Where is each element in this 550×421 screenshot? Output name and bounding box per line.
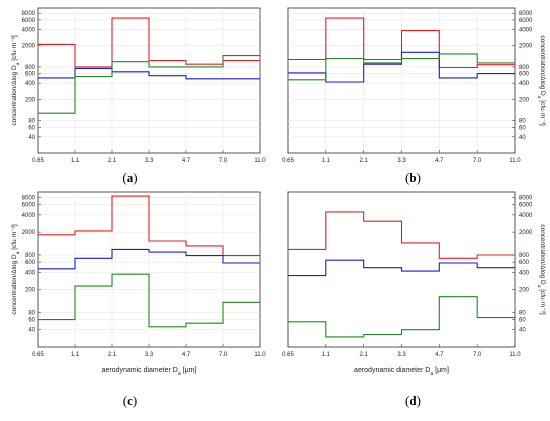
y-tick-label: 2000 — [22, 230, 36, 236]
x-tick-label: 7.0 — [473, 158, 482, 164]
x-tick-label: 0.65 — [32, 158, 44, 164]
x-tick-label: 3.3 — [145, 352, 154, 358]
x-tick-label: 1.1 — [71, 158, 80, 164]
y-tick-label: 4000 — [519, 27, 533, 33]
x-tick-label: 2.1 — [108, 352, 117, 358]
x-tick-label: 1.1 — [71, 352, 80, 358]
y-tick-label: 8000 — [22, 11, 36, 17]
y-axis-label: concentration/Δlog Da [cfu·m⁻³] — [11, 35, 21, 126]
y-tick-label: 600 — [25, 72, 36, 78]
y-tick-label: 6000 — [22, 203, 36, 209]
y-tick-label: 600 — [519, 260, 530, 266]
y-tick-label: 600 — [519, 72, 530, 78]
y-tick-label: 80 — [519, 119, 526, 125]
x-tick-label: 0.65 — [32, 352, 44, 358]
y-tick-label: 4000 — [519, 213, 533, 219]
y-tick-label: 80 — [519, 310, 526, 316]
y-tick-label: 6000 — [519, 203, 533, 209]
panel-label: (d) — [405, 393, 421, 408]
series-line-1 — [288, 17, 515, 69]
x-tick-label: 0.65 — [282, 352, 294, 358]
y-tick-label: 60 — [519, 125, 526, 131]
series-line-3 — [38, 55, 260, 114]
y-tick-label: 60 — [28, 125, 35, 131]
x-tick-label: 4.7 — [435, 158, 444, 164]
y-tick-label: 800 — [25, 65, 36, 71]
x-tick-label: 3.3 — [397, 352, 406, 358]
x-tick-label: 4.7 — [182, 352, 191, 358]
y-tick-label: 80 — [28, 310, 35, 316]
y-tick-label: 400 — [25, 270, 36, 276]
y-tick-label: 800 — [519, 253, 530, 259]
y-tick-label: 400 — [519, 270, 530, 276]
y-tick-label: 80 — [28, 119, 35, 125]
y-tick-label: 4000 — [22, 213, 36, 219]
x-tick-label: 3.3 — [145, 158, 154, 164]
y-tick-label: 400 — [519, 81, 530, 87]
y-axis-label: concentration/Δlog Da [cfu·m⁻³] — [537, 224, 547, 315]
series-line-1 — [288, 211, 515, 259]
panel-label: (c) — [123, 393, 137, 408]
y-tick-label: 8000 — [22, 196, 36, 202]
y-tick-label: 2000 — [22, 44, 36, 50]
x-axis-label: aerodynamic diameter Da [μm] — [102, 367, 197, 377]
y-tick-label: 60 — [28, 318, 35, 324]
x-tick-label: 3.3 — [397, 158, 406, 164]
x-axis-label: aerodynamic diameter Da [μm] — [354, 367, 449, 377]
y-tick-label: 600 — [25, 260, 36, 266]
y-tick-label: 40 — [28, 328, 35, 334]
y-tick-label: 40 — [519, 328, 526, 334]
x-tick-label: 11.0 — [509, 158, 521, 164]
y-tick-label: 8000 — [519, 196, 533, 202]
y-axis-label: concentration/Δlog Da [cfu·m⁻³] — [11, 224, 21, 315]
series-line-3 — [288, 296, 515, 338]
x-tick-label: 11.0 — [254, 158, 266, 164]
x-tick-label: 11.0 — [254, 352, 266, 358]
y-tick-label: 200 — [519, 288, 530, 294]
y-tick-label: 40 — [519, 135, 526, 141]
y-tick-label: 800 — [519, 65, 530, 71]
series-line-3 — [38, 273, 260, 328]
x-tick-label: 4.7 — [435, 352, 444, 358]
y-tick-label: 6000 — [519, 18, 533, 24]
series-line-2 — [288, 259, 515, 277]
y-tick-label: 400 — [25, 81, 36, 87]
x-tick-label: 7.0 — [219, 158, 228, 164]
x-tick-label: 2.1 — [359, 352, 368, 358]
y-tick-label: 6000 — [22, 18, 36, 24]
x-tick-label: 0.65 — [282, 158, 294, 164]
y-axis-label: concentration/Δlog Da [cfu·m⁻³] — [537, 35, 547, 126]
y-tick-label: 800 — [25, 253, 36, 259]
y-tick-label: 40 — [28, 135, 35, 141]
x-tick-label: 1.1 — [322, 158, 331, 164]
x-tick-label: 11.0 — [509, 352, 521, 358]
y-tick-label: 4000 — [22, 27, 36, 33]
x-tick-label: 2.1 — [359, 158, 368, 164]
panel-label: (a) — [122, 170, 137, 185]
series-line-2 — [38, 248, 260, 270]
x-tick-label: 7.0 — [219, 352, 228, 358]
y-tick-label: 200 — [25, 97, 36, 103]
series-line-3 — [288, 53, 515, 81]
y-tick-label: 60 — [519, 318, 526, 324]
x-tick-label: 7.0 — [473, 352, 482, 358]
y-tick-label: 8000 — [519, 11, 533, 17]
y-tick-label: 2000 — [519, 230, 533, 236]
panel-label: (b) — [405, 170, 421, 185]
x-tick-label: 4.7 — [182, 158, 191, 164]
y-tick-label: 200 — [519, 97, 530, 103]
series-line-1 — [38, 195, 260, 257]
y-tick-label: 2000 — [519, 44, 533, 50]
y-tick-label: 200 — [25, 288, 36, 294]
series-line-2 — [38, 67, 260, 80]
x-tick-label: 1.1 — [322, 352, 331, 358]
x-tick-label: 2.1 — [108, 158, 117, 164]
